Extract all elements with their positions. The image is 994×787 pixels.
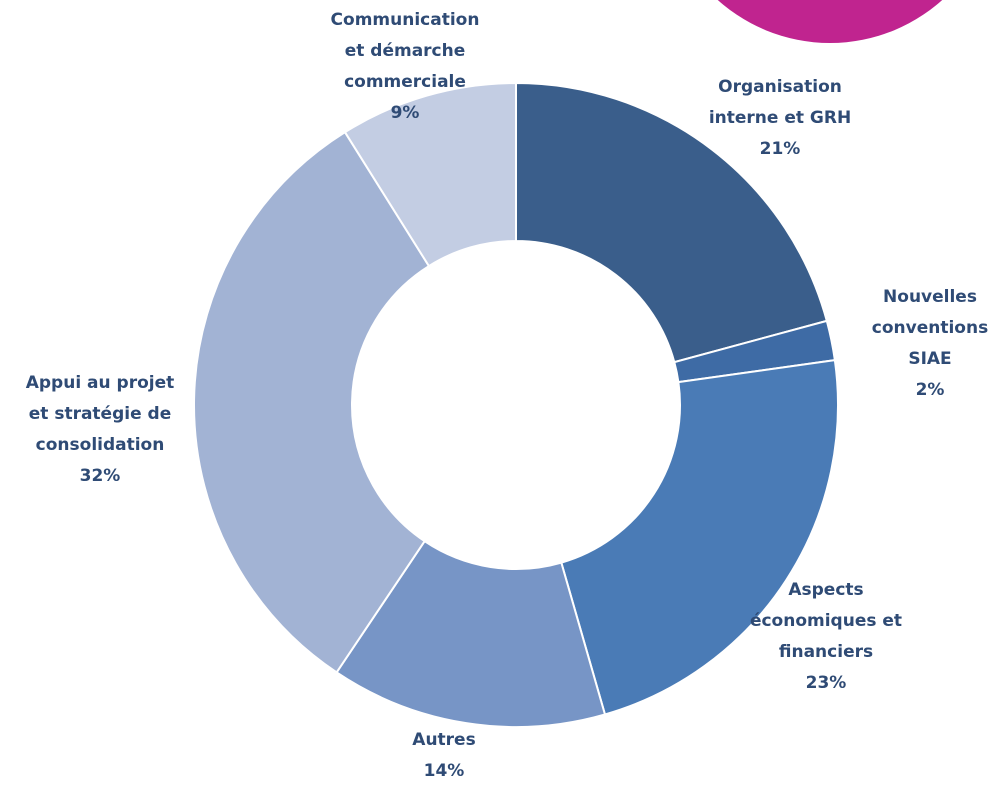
- percent-label: 2%: [915, 380, 945, 400]
- donut-slice: [515, 81, 829, 364]
- slice-label: Aspects économiques et financiers 23%: [750, 575, 902, 699]
- slice-label: Nouvelles conventions SIAE 2%: [872, 282, 988, 406]
- category-name: Appui au projet et stratégie de consolid…: [25, 373, 175, 455]
- percent-label: 32%: [79, 466, 121, 486]
- slice-label: Communication et démarche commerciale 9%: [331, 5, 480, 129]
- category-name: Autres: [412, 730, 476, 750]
- slice-label: Autres 14%: [412, 725, 475, 787]
- decoration-circle: [717, 0, 943, 43]
- slice-label: Appui au projet et stratégie de consolid…: [26, 368, 175, 492]
- category-name: Nouvelles conventions SIAE: [871, 287, 989, 369]
- donut-slice: [343, 81, 517, 268]
- slice-label: Organisation interne et GRH 21%: [709, 72, 851, 165]
- category-name: Aspects économiques et financiers: [749, 580, 903, 662]
- percent-label: 21%: [759, 139, 801, 159]
- percent-label: 9%: [390, 103, 420, 123]
- donut-slice: [335, 539, 607, 728]
- percent-label: 23%: [805, 673, 847, 693]
- percent-label: 14%: [423, 761, 465, 781]
- category-name: Communication et démarche commerciale: [330, 10, 480, 92]
- donut-slice: [193, 130, 431, 674]
- category-name: Organisation interne et GRH: [708, 77, 852, 128]
- donut-slice: [560, 358, 839, 716]
